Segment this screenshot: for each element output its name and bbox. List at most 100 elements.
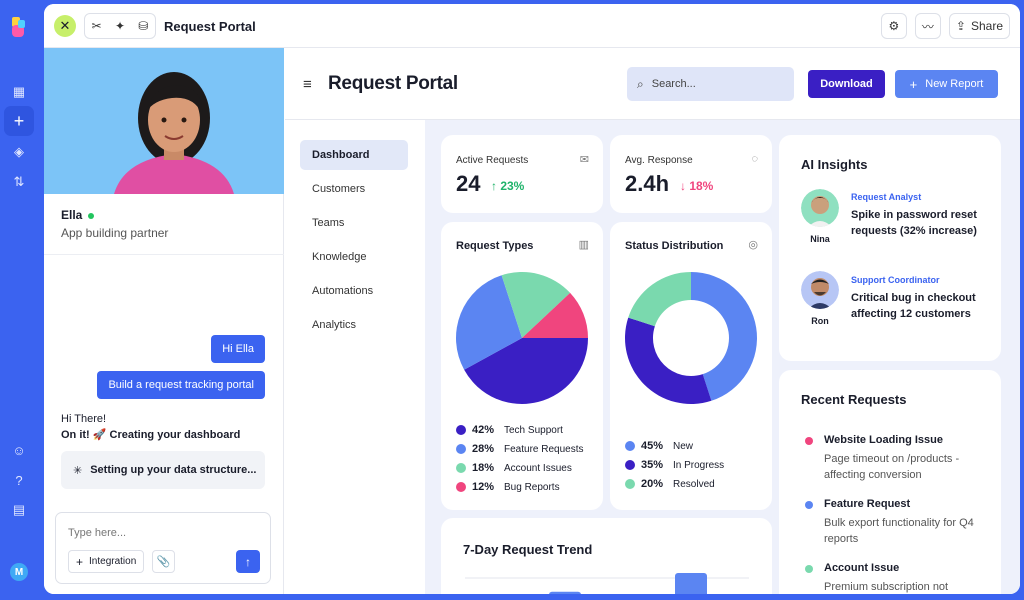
flow-icon[interactable]: ⇅: [13, 174, 25, 189]
pie-slice-feature-requests: [456, 275, 522, 370]
menu-icon[interactable]: ≡: [303, 76, 312, 93]
card-title: Status Distribution: [625, 240, 724, 252]
send-button[interactable]: ↑: [236, 550, 260, 573]
request-name[interactable]: Feature Request: [824, 498, 911, 510]
request-types-pie: [456, 272, 588, 404]
sidebar-nav: Dashboard Customers Teams Knowledge Auto…: [285, 120, 425, 594]
priority-dot: [805, 437, 813, 445]
user-avatar[interactable]: M: [10, 563, 28, 581]
legend-swatch: [625, 460, 635, 470]
app-rail: ▦ + ◈ ⇅ ☺ ? ▤ M: [0, 0, 38, 600]
stat-card-response: Avg. Response ◌ 2.4h ↓ 18%: [610, 135, 772, 213]
pie-slice-in-progress: [625, 317, 712, 404]
sparkle-icon[interactable]: ✦: [114, 19, 126, 33]
avatar: [801, 189, 839, 227]
check-circle-icon: ◎: [748, 239, 758, 251]
user-message: Build a request tracking portal: [97, 371, 265, 399]
close-icon[interactable]: ✕: [54, 15, 76, 37]
plus-icon: +: [76, 554, 84, 569]
builder-window: ✕ ✂ ✦ ⛁ Request Portal ⚙ 〰 ⇪ Share: [44, 4, 1020, 594]
grid-icon[interactable]: ▦: [12, 84, 26, 99]
recent-requests-card: Recent Requests Website Loading Issue Pa…: [779, 370, 1001, 594]
stat-value: 24: [456, 171, 481, 196]
divider: [44, 254, 284, 255]
request-types-card: Request Types ▥ 42% Tech Support 28% Fea…: [441, 222, 603, 510]
sidebar-item-automations[interactable]: Automations: [312, 285, 374, 297]
plus-icon: +: [909, 76, 918, 92]
stat-card-active: Active Requests ✉ 24 ↑ 23%: [441, 135, 603, 213]
ai-insights-card: AI Insights Nina Request Analyst Spike i…: [779, 135, 1001, 361]
legend-swatch: [625, 479, 635, 489]
users-icon[interactable]: ☺: [12, 442, 26, 458]
share-icon: ⇪: [955, 19, 966, 33]
insight-message: Spike in password reset requests (32% in…: [851, 209, 977, 237]
message-input[interactable]: Type here...: [68, 527, 127, 539]
spinner-icon: ✳: [73, 464, 83, 477]
new-report-button[interactable]: + New Report: [895, 70, 998, 98]
user-message: Hi Ella: [211, 335, 265, 363]
brand-logo-icon: [9, 16, 29, 38]
attach-icon[interactable]: 📎: [152, 550, 175, 573]
tools-icon[interactable]: ✂: [91, 19, 102, 33]
bot-greeting: Hi There!: [61, 413, 107, 425]
stat-label: Avg. Response: [625, 155, 693, 166]
request-desc: Page timeout on /products - affecting co…: [824, 453, 960, 481]
sidebar-item-teams[interactable]: Teams: [312, 217, 345, 229]
bar-chart-icon: ▥: [578, 239, 589, 251]
request-name[interactable]: Account Issue: [824, 562, 900, 574]
card-title: AI Insights: [801, 157, 868, 172]
card-title: 7-Day Request Trend: [463, 542, 593, 557]
card-title: Request Types: [456, 240, 534, 252]
settings-icon[interactable]: ⚙: [880, 13, 907, 39]
chat-panel: Ella App building partner Hi Ella Build …: [44, 48, 284, 594]
activity-icon[interactable]: 〰: [914, 13, 941, 39]
online-indicator: [88, 212, 95, 219]
legend-swatch: [456, 482, 466, 492]
legend-item: 42% Tech Support: [456, 424, 563, 436]
sidebar-item-customers[interactable]: Customers: [312, 183, 366, 195]
pie-slice-account-issues: [501, 272, 571, 338]
integration-button[interactable]: + Integration: [68, 550, 145, 573]
chat-composer: Type here... + Integration 📎 ↑: [55, 512, 271, 584]
insight-agent-name: Ron: [811, 316, 829, 326]
layers-icon[interactable]: ◈: [14, 144, 24, 159]
status-donut: [625, 272, 757, 404]
search-input[interactable]: ⌕ Search...: [627, 67, 794, 101]
stat-delta: ↓ 18%: [680, 179, 714, 193]
share-button[interactable]: ⇪ Share: [948, 13, 1010, 39]
legend-swatch: [456, 425, 466, 435]
sidebar-item-knowledge[interactable]: Knowledge: [312, 251, 367, 263]
legend-swatch: [456, 444, 466, 454]
insight-agent-name: Nina: [810, 234, 830, 244]
app-header: ≡ Request Portal ⌕ Search... Download + …: [285, 48, 1020, 120]
legend-item: 18% Account Issues: [456, 462, 572, 474]
legend-item: 20% Resolved: [625, 478, 715, 490]
legend-item: 45% New: [625, 440, 693, 452]
agent-portrait: [44, 48, 284, 194]
sidebar-item-analytics[interactable]: Analytics: [312, 319, 357, 331]
insight-role: Support Coordinator: [851, 275, 940, 285]
add-icon[interactable]: +: [4, 106, 34, 136]
legend-item: 12% Bug Reports: [456, 481, 560, 493]
sidebar-item-dashboard[interactable]: Dashboard: [300, 140, 408, 170]
download-button[interactable]: Download: [808, 70, 885, 98]
calendar-icon[interactable]: ▤: [12, 502, 26, 517]
request-name[interactable]: Website Loading Issue: [824, 434, 943, 446]
pie-slice-resolved: [628, 272, 691, 327]
database-icon[interactable]: ⛁: [138, 19, 149, 33]
agent-role: App building partner: [61, 226, 169, 240]
pie-slice-tech-support: [464, 338, 588, 404]
pie-slice-bug-reports: [522, 292, 588, 338]
legend-swatch: [456, 463, 466, 473]
inbox-icon: ✉: [579, 154, 589, 166]
project-title: Request Portal: [164, 19, 256, 34]
help-icon[interactable]: ?: [15, 472, 23, 488]
legend-item: 28% Feature Requests: [456, 443, 584, 455]
request-desc: Bulk export functionality for Q4 reports: [824, 517, 974, 545]
insight-role: Request Analyst: [851, 192, 922, 202]
avatar: [801, 271, 839, 309]
bot-reply: On it! 🚀 Creating your dashboard: [61, 429, 241, 441]
legend-swatch: [625, 441, 635, 451]
stat-delta: ↑ 23%: [491, 179, 525, 193]
top-bar: ✕ ✂ ✦ ⛁ Request Portal ⚙ 〰 ⇪ Share: [44, 4, 1020, 48]
